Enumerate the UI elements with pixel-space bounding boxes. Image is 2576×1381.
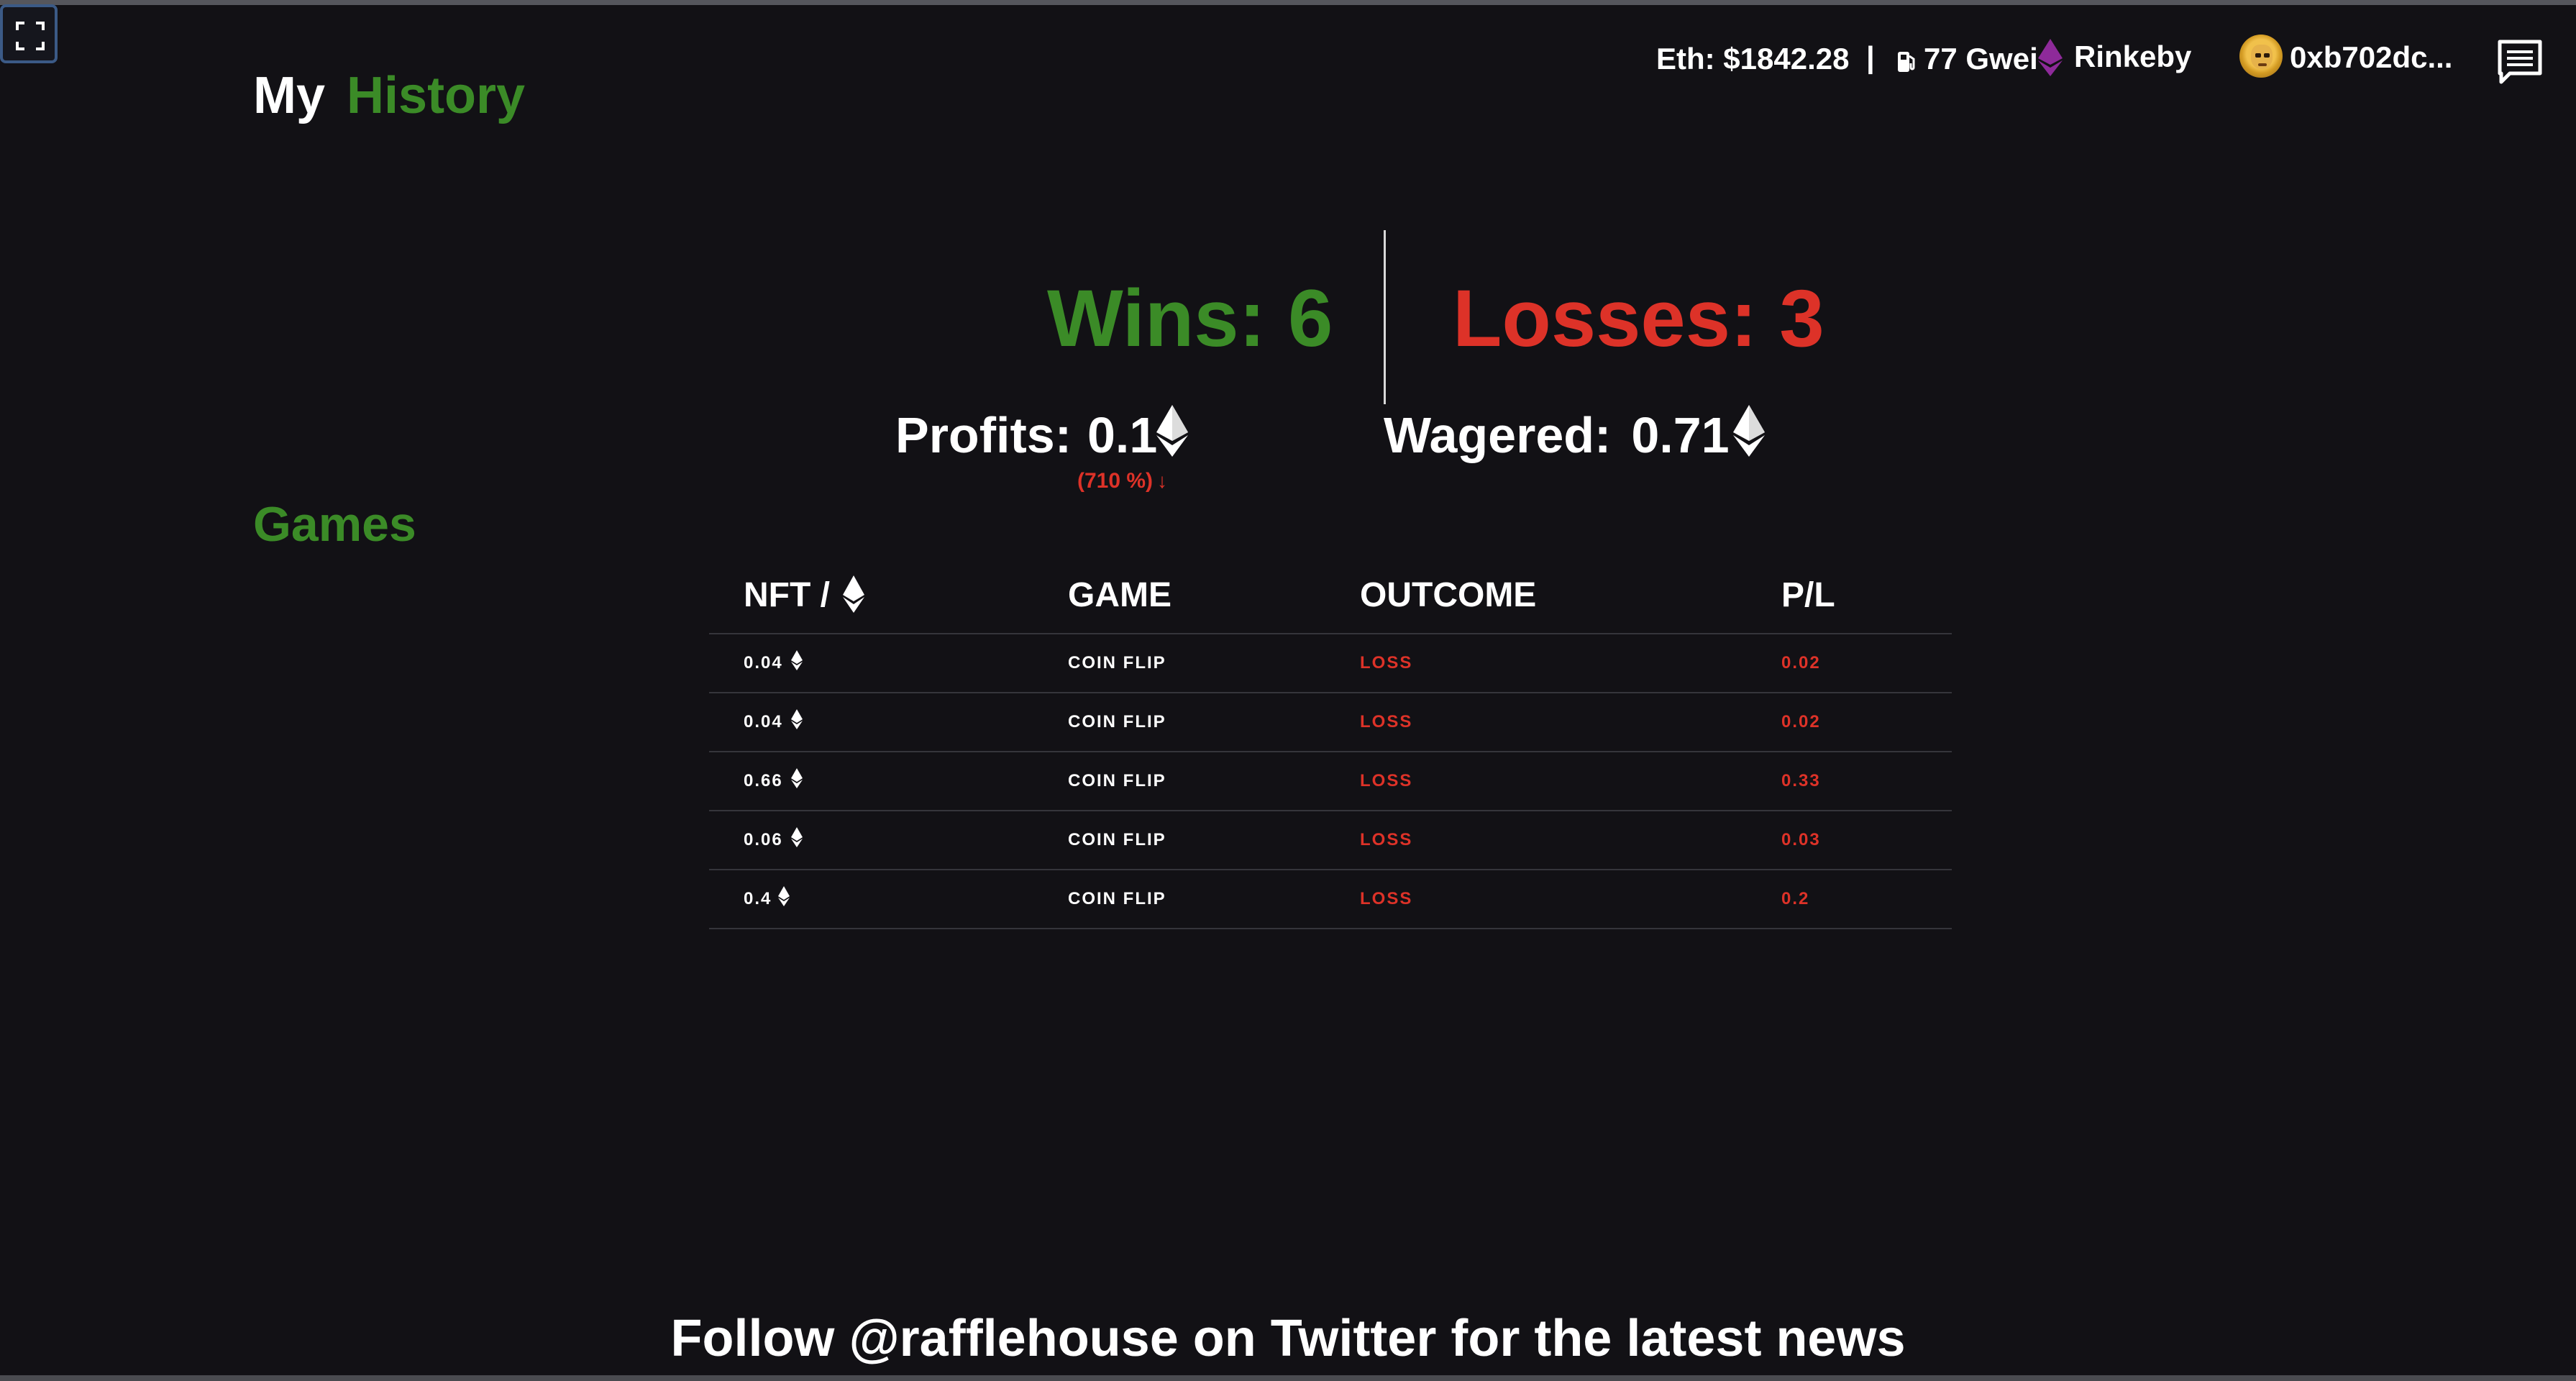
ethereum-icon <box>1733 405 1765 457</box>
profits-percent-value: (710 %) <box>1077 469 1154 493</box>
column-header-game: GAME <box>1068 576 1171 614</box>
profit-loss: 0.02 <box>1781 653 1821 673</box>
arrow-down-icon: ↓ <box>1157 470 1168 492</box>
table-row[interactable]: 0.04 COIN FLIP LOSS 0.02 <box>709 634 1952 693</box>
eth-price: Eth: $1842.28 <box>1656 42 1850 76</box>
profit-loss: 0.33 <box>1781 771 1821 790</box>
wagered-stat: Wagered: 0.71 <box>1384 406 1730 464</box>
game-type: COIN FLIP <box>1068 653 1166 673</box>
table-row[interactable]: 0.04 COIN FLIP LOSS 0.02 <box>709 693 1952 752</box>
profits-percent: (710 %) ↓ <box>1077 469 1167 493</box>
profit-loss: 0.02 <box>1781 712 1821 731</box>
wins-count: Wins: 6 <box>1047 273 1333 363</box>
game-outcome: LOSS <box>1360 889 1413 908</box>
game-outcome: LOSS <box>1360 653 1413 673</box>
table-row[interactable]: 0.4 COIN FLIP LOSS 0.2 <box>709 870 1952 929</box>
avatar[interactable] <box>2239 35 2283 78</box>
game-type: COIN FLIP <box>1068 771 1166 790</box>
profit-loss: 0.2 <box>1781 889 1810 908</box>
game-outcome: LOSS <box>1360 771 1413 790</box>
column-header-nft: NFT / <box>744 576 830 614</box>
column-header-outcome: OUTCOME <box>1360 576 1537 614</box>
nft-value: 0.04 <box>744 712 783 731</box>
page-title-history: History <box>347 67 526 124</box>
profit-loss: 0.03 <box>1781 830 1821 849</box>
ethereum-icon <box>791 768 803 788</box>
wagered-value: 0.71 <box>1631 407 1730 463</box>
page-title: My History <box>253 66 525 125</box>
gas-price: 77 Gwei <box>1924 42 2038 76</box>
bottom-border <box>0 1375 2576 1381</box>
ethereum-icon <box>791 827 803 847</box>
game-type: COIN FLIP <box>1068 889 1166 908</box>
wallet-address[interactable]: 0xb702dc... <box>2290 40 2453 74</box>
top-border <box>0 0 2576 5</box>
expand-icon <box>16 22 45 50</box>
nft-value: 0.66 <box>744 771 783 790</box>
gas-pump-icon <box>1898 52 1915 72</box>
ethereum-icon <box>791 650 803 670</box>
ethereum-icon <box>778 886 790 906</box>
nft-value: 0.06 <box>744 830 783 849</box>
column-header-pl: P/L <box>1781 576 1835 614</box>
ethereum-icon <box>1156 405 1188 457</box>
header-separator: | <box>1866 40 1875 74</box>
ethereum-icon <box>791 709 803 729</box>
stats-divider <box>1384 230 1386 404</box>
profits-stat: Profits: 0.1 <box>895 406 1157 464</box>
ethereum-icon <box>2038 39 2063 76</box>
losses-count: Losses: 3 <box>1453 273 1824 363</box>
table-row[interactable]: 0.66 COIN FLIP LOSS 0.33 <box>709 752 1952 811</box>
game-outcome: LOSS <box>1360 712 1413 731</box>
table-header: NFT / GAME OUTCOME P/L <box>709 561 1952 634</box>
nft-value: 0.04 <box>744 653 783 673</box>
page-title-my: My <box>253 67 326 124</box>
nft-value: 0.4 <box>744 889 772 908</box>
top-bar: Eth: $1842.28 | 77 Gwei Rinkeby 0xb702dc… <box>0 0 2576 122</box>
twitter-banner: Follow @rafflehouse on Twitter for the l… <box>670 1310 1906 1367</box>
game-type: COIN FLIP <box>1068 830 1166 849</box>
games-table: NFT / GAME OUTCOME P/L 0.04 COIN FLIP LO… <box>709 561 1952 929</box>
games-heading: Games <box>253 497 416 552</box>
table-row[interactable]: 0.06 COIN FLIP LOSS 0.03 <box>709 811 1952 870</box>
fullscreen-button[interactable] <box>0 4 58 63</box>
ethereum-icon <box>843 575 864 613</box>
wagered-label: Wagered: <box>1384 407 1612 463</box>
game-outcome: LOSS <box>1360 830 1413 849</box>
game-type: COIN FLIP <box>1068 712 1166 731</box>
profits-value: 0.1 <box>1087 407 1158 463</box>
profits-label: Profits: <box>895 407 1072 463</box>
chat-icon[interactable] <box>2495 37 2544 86</box>
network-selector[interactable]: Rinkeby <box>2074 40 2192 73</box>
